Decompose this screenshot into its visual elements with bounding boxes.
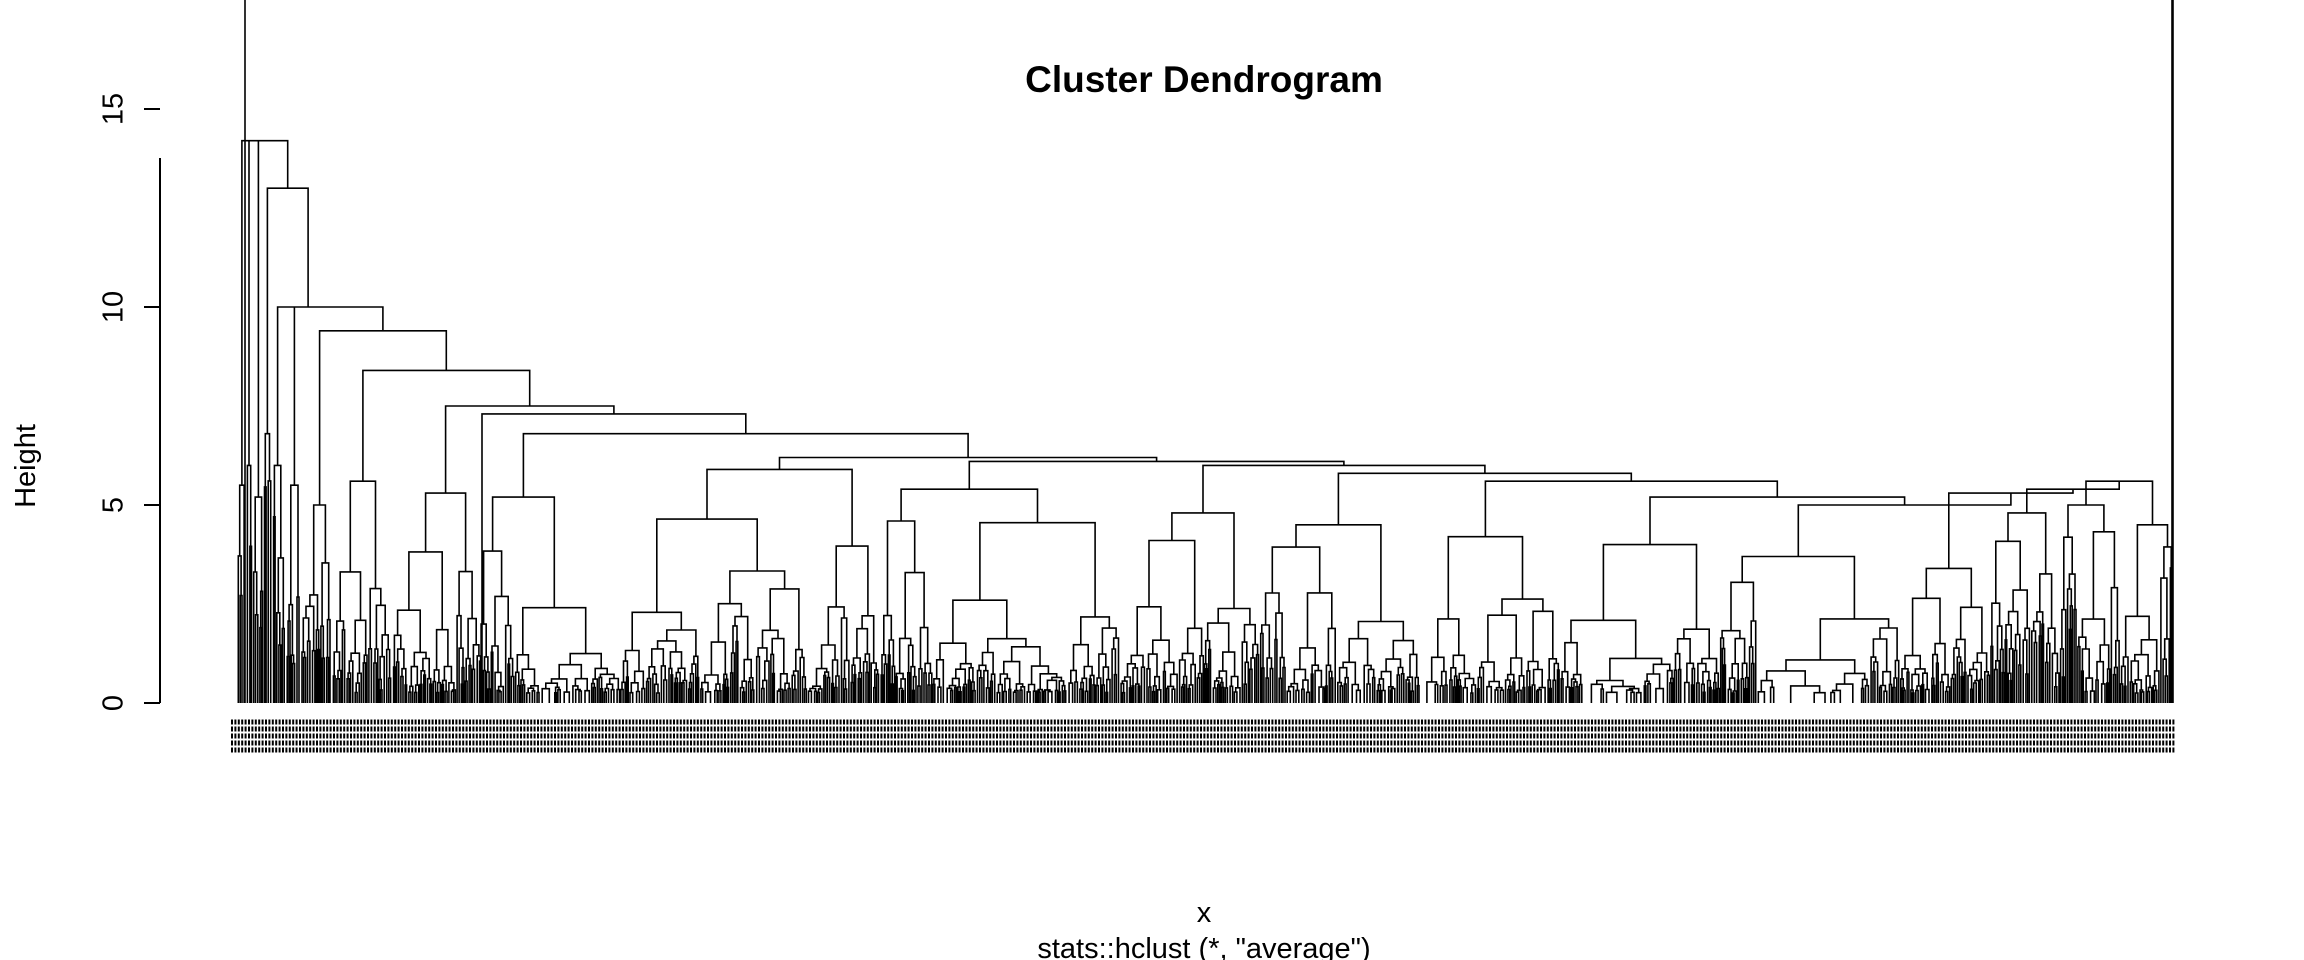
dendrogram-lines <box>237 0 2174 703</box>
chart-subtitle: stats::hclust (*, "average") <box>1037 933 1370 960</box>
y-axis-label: Height <box>10 424 42 508</box>
chart-title: Cluster Dendrogram <box>1025 59 1383 100</box>
y-tick-label: 5 <box>98 497 130 513</box>
dendrogram-branches <box>237 0 2174 703</box>
leaf-labels <box>231 719 2175 753</box>
x-axis-label: x <box>1197 897 1212 929</box>
y-tick-label: 15 <box>98 93 130 125</box>
y-tick-label: 10 <box>98 291 130 323</box>
y-tick-label: 0 <box>98 695 130 711</box>
y-axis: 0510152025 <box>98 93 161 711</box>
